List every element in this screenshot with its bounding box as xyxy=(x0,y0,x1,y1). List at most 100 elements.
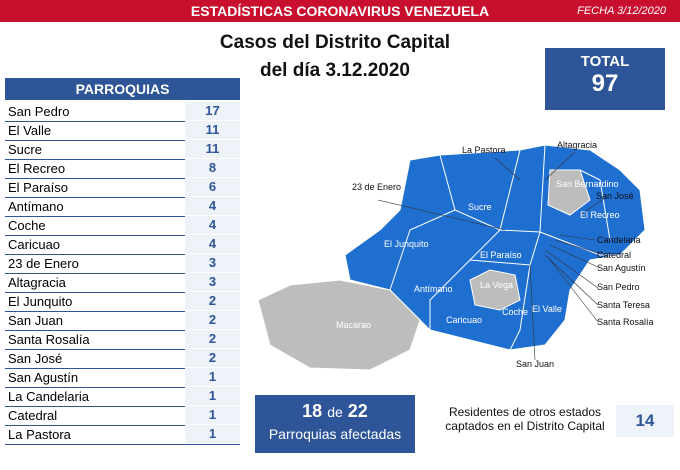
connector: de xyxy=(327,404,343,420)
borders xyxy=(389,144,620,351)
parroquia-name: Altagracia xyxy=(8,275,66,290)
parroquia-name: San Juan xyxy=(8,313,63,328)
parroquia-count: 11 xyxy=(185,140,240,158)
parroquia-count: 3 xyxy=(185,273,240,291)
table-row: Antímano 4 xyxy=(5,197,240,217)
map-label: Catedral xyxy=(597,250,631,260)
residents-label: Residentes de otros estados captados en … xyxy=(445,405,605,433)
parroquia-name: 23 de Enero xyxy=(8,256,79,271)
table-row: San José 2 xyxy=(5,349,240,369)
table-row: Coche 4 xyxy=(5,216,240,236)
map-label: San Pedro xyxy=(597,282,640,292)
map-label: Caricuao xyxy=(446,315,482,325)
parroquia-name: El Junquito xyxy=(8,294,73,309)
map-region xyxy=(547,169,591,216)
table-row: San Pedro 17 xyxy=(5,102,240,122)
parroquia-name: Caricuao xyxy=(8,237,61,252)
map-label: La Vega xyxy=(480,280,513,290)
map-region xyxy=(469,269,521,311)
table-row: El Paraíso 6 xyxy=(5,178,240,198)
parroquia-count: 4 xyxy=(185,197,240,215)
parroquia-count: 1 xyxy=(185,425,240,443)
parroquia-name: San Pedro xyxy=(8,104,70,119)
banner-title: ESTADÍSTICAS CORONAVIRUS VENEZUELA xyxy=(190,3,490,19)
table-row: Caricuao 4 xyxy=(5,235,240,255)
map-label: El Valle xyxy=(532,304,562,314)
parroquia-name: El Recreo xyxy=(8,161,66,176)
residents-value: 14 xyxy=(616,405,674,437)
map: La Pastora Altagracia 23 de Enero San Berna… xyxy=(257,140,654,371)
map-label: El Recreo xyxy=(580,210,620,220)
leaders xyxy=(377,151,606,361)
table-row: Santa Rosalía 2 xyxy=(5,330,240,350)
heading: del día 3.12.2020 xyxy=(260,60,410,81)
parroquia-name: Santa Rosalía xyxy=(8,332,90,347)
map-label: La Pastora xyxy=(462,145,506,155)
parroquia-count: 2 xyxy=(185,349,240,367)
parroquia-name: El Valle xyxy=(8,123,52,138)
parroquia-count: 17 xyxy=(185,102,240,120)
parroquia-name: Antímano xyxy=(8,199,64,214)
total-value: 97 xyxy=(591,70,619,97)
map-region xyxy=(257,279,421,371)
affected-count: 18 xyxy=(302,401,323,421)
parroquia-count: 4 xyxy=(185,216,240,234)
parroquia-count: 1 xyxy=(185,387,240,405)
map-label: 23 de Enero xyxy=(352,182,401,192)
map-label: El Junquito xyxy=(384,239,429,249)
banner: ESTADÍSTICAS CORONAVIRUS VENEZUELA FECHA… xyxy=(0,0,680,22)
map-label: Macarao xyxy=(336,320,371,330)
parroquia-name: El Paraíso xyxy=(8,180,68,195)
affected-box: 18 de 22 Parroquias afectadas xyxy=(255,395,415,453)
map-label: San Juan xyxy=(516,359,554,369)
table-row: 23 de Enero 3 xyxy=(5,254,240,274)
affected-label: Parroquias afectadas xyxy=(268,426,402,442)
parroquia-count: 4 xyxy=(185,235,240,253)
banner-date: FECHA 3/12/2020 xyxy=(577,5,666,17)
parroquia-count: 2 xyxy=(185,311,240,329)
table-row: Sucre 11 xyxy=(5,140,240,160)
map-label: San Bernardino xyxy=(556,179,619,189)
affected-total: 22 xyxy=(347,401,368,421)
map-label: Candelaria xyxy=(597,235,641,245)
parroquia-count: 1 xyxy=(185,368,240,386)
table-row: Catedral 1 xyxy=(5,406,240,426)
map-label: Altagracia xyxy=(557,140,597,150)
parroquia-count: 8 xyxy=(185,159,240,177)
table-row: San Agustín 1 xyxy=(5,368,240,388)
parroquia-name: La Candelaria xyxy=(8,389,89,404)
parroquia-count: 6 xyxy=(185,178,240,196)
parroquia-count: 1 xyxy=(185,406,240,424)
parroquia-name: Coche xyxy=(8,218,46,233)
parroquia-count: 11 xyxy=(185,121,240,139)
parroquia-name: San Agustín xyxy=(8,370,79,385)
total-label: TOTAL xyxy=(580,53,630,70)
parroquia-count: 2 xyxy=(185,330,240,348)
map-label: Coche xyxy=(502,307,528,317)
parroquia-name: Catedral xyxy=(8,408,58,423)
parroquia-name: La Pastora xyxy=(8,427,71,442)
map-label: Antímano xyxy=(414,284,453,294)
table-row: San Juan 2 xyxy=(5,311,240,331)
table-header: PARROQUIAS xyxy=(5,78,240,100)
parroquia-name: Sucre xyxy=(8,142,42,157)
map-label: El Paraíso xyxy=(480,250,522,260)
map-label: Santa Teresa xyxy=(597,300,650,310)
table-row: El Recreo 8 xyxy=(5,159,240,179)
table-row: La Candelaria 1 xyxy=(5,387,240,407)
table-row: El Valle 11 xyxy=(5,121,240,141)
map-label: San Agustín xyxy=(597,263,646,273)
parroquia-count: 3 xyxy=(185,254,240,272)
map-label: San José xyxy=(596,191,634,201)
heading: Casos del Distrito Capital xyxy=(219,32,451,53)
parroquia-count: 2 xyxy=(185,292,240,310)
parroquia-name: San José xyxy=(8,351,63,366)
map-label: Sucre xyxy=(468,202,492,212)
map-label: Santa Rosalía xyxy=(597,317,654,327)
table-row: La Pastora 1 xyxy=(5,425,240,445)
table-row: El Junquito 2 xyxy=(5,292,240,312)
table-row: Altagracia 3 xyxy=(5,273,240,293)
total-box: TOTAL 97 xyxy=(545,48,665,110)
affected-count-line: 18 de 22 xyxy=(255,401,415,422)
